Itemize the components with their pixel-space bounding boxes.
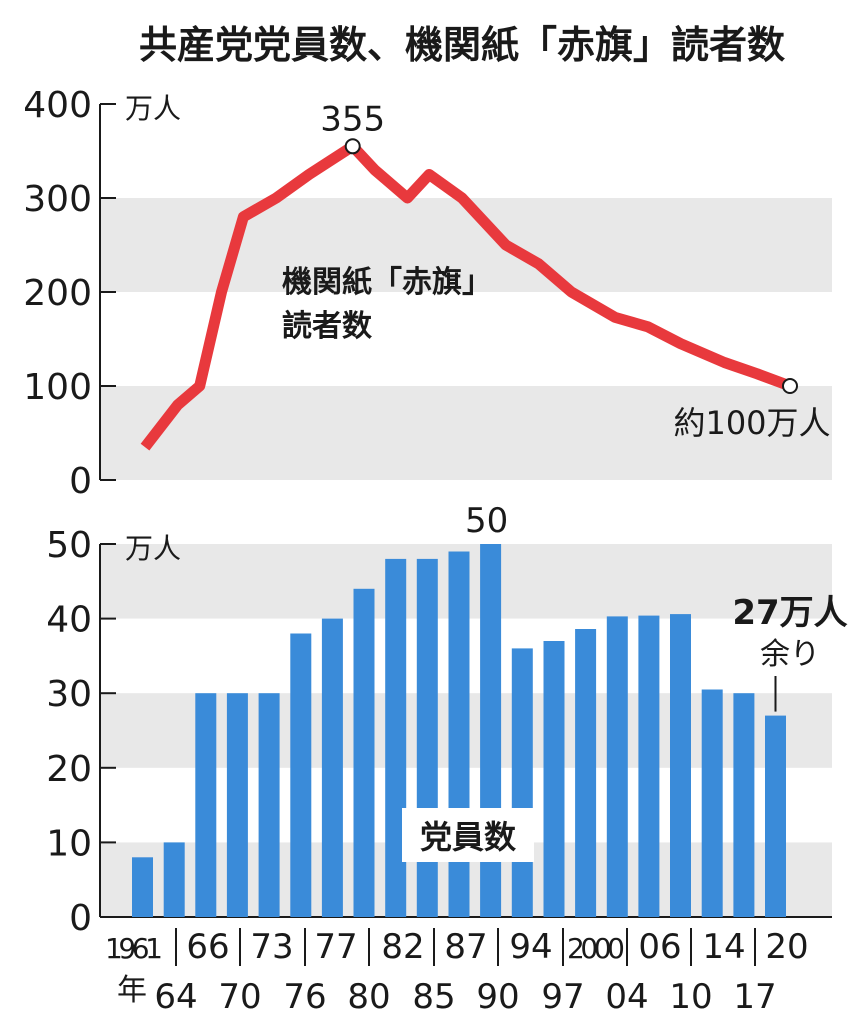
bottom-y-tick-label: 40 bbox=[46, 600, 92, 641]
top-unit-label: 万人 bbox=[125, 92, 181, 125]
bottom-y-tick-label: 0 bbox=[69, 898, 92, 939]
bar bbox=[416, 558, 438, 917]
bar-end-label-line2: 余り bbox=[760, 637, 820, 672]
bar bbox=[733, 693, 755, 917]
bar bbox=[290, 633, 312, 917]
x-tick-label-upper: 06 bbox=[638, 927, 681, 967]
subscriber-line-chart: 0 100 200 300 400 万人 355 約100万人 機関紙「赤旗」 読者数 bbox=[23, 85, 832, 502]
x-tick-label-upper: 73 bbox=[250, 927, 293, 967]
bar-peak-data-label: 50 bbox=[465, 501, 508, 541]
x-tick-label-lower: 04 bbox=[605, 977, 648, 1017]
bar bbox=[226, 693, 248, 917]
x-tick-label-upper: 94 bbox=[509, 927, 552, 967]
series-line-subscribers bbox=[140, 140, 792, 451]
x-year-suffix: 年 bbox=[117, 973, 147, 1008]
x-tick-label-upper: 20 bbox=[765, 927, 808, 967]
bar bbox=[132, 857, 153, 917]
x-tick-label-lower: 70 bbox=[218, 977, 261, 1017]
x-tick-label-lower: 17 bbox=[733, 977, 776, 1017]
x-tick-label-upper: 14 bbox=[702, 927, 745, 967]
bottom-y-tick-label: 10 bbox=[46, 823, 92, 864]
top-y-tick-label: 200 bbox=[23, 273, 92, 314]
end-marker bbox=[782, 378, 798, 394]
x-tick-label-lower: 10 bbox=[669, 977, 712, 1017]
top-y-tick-label: 400 bbox=[23, 85, 92, 126]
x-tick-label-lower: 64 bbox=[154, 977, 197, 1017]
x-tick-label-upper: 77 bbox=[314, 927, 357, 967]
x-tick-label-lower: 90 bbox=[476, 977, 519, 1017]
series-label-line2: 読者数 bbox=[282, 309, 373, 344]
top-grid-band bbox=[100, 386, 832, 480]
x-tick-label-lower: 76 bbox=[283, 977, 326, 1017]
x-tick-label-lower: 97 bbox=[541, 977, 584, 1017]
chart-title: 共産党党員数、機関紙「赤旗」読者数 bbox=[139, 23, 785, 67]
bar bbox=[163, 842, 185, 917]
bar bbox=[701, 689, 723, 917]
top-y-tick-label: 300 bbox=[23, 179, 92, 220]
bar bbox=[385, 558, 407, 917]
bar bbox=[575, 629, 597, 917]
series-label-line1: 機関紙「赤旗」 bbox=[282, 265, 492, 300]
bar bbox=[258, 693, 280, 917]
top-y-tick-label: 100 bbox=[23, 367, 92, 408]
bar bbox=[606, 616, 628, 917]
x-tick-label-upper: 1961 bbox=[105, 932, 163, 965]
bottom-y-tick-label: 50 bbox=[46, 525, 92, 566]
x-tick-label-upper: 2000 bbox=[567, 932, 625, 965]
bottom-y-tick-label: 20 bbox=[46, 749, 92, 790]
x-tick-label-upper: 87 bbox=[444, 927, 487, 967]
bar-series-label: 党員数 bbox=[420, 818, 517, 856]
bar bbox=[670, 614, 691, 917]
bar bbox=[543, 641, 565, 917]
x-tick-label-upper: 66 bbox=[186, 927, 229, 967]
peak-data-label: 355 bbox=[320, 99, 385, 139]
bar bbox=[448, 551, 470, 917]
bar bbox=[321, 618, 343, 917]
x-tick-label-lower: 85 bbox=[412, 977, 455, 1017]
bar bbox=[638, 615, 660, 917]
bottom-unit-label: 万人 bbox=[125, 532, 181, 565]
top-y-tick-label: 0 bbox=[69, 461, 92, 502]
bar bbox=[765, 715, 786, 917]
bar bbox=[511, 648, 533, 917]
x-tick-label-lower: 80 bbox=[347, 977, 390, 1017]
end-data-label: 約100万人 bbox=[673, 404, 830, 442]
bar-series-label-box bbox=[402, 808, 534, 862]
members-bar-chart: 0 10 20 30 40 50 万人 50 27万人 余り 党員数 1961 66 73 77… bbox=[46, 501, 847, 1017]
bar bbox=[353, 588, 375, 917]
bar-end-label-line1: 27万人 bbox=[732, 593, 847, 633]
bottom-y-tick-label: 30 bbox=[46, 674, 92, 715]
bar bbox=[195, 693, 217, 917]
peak-marker bbox=[344, 138, 361, 155]
x-tick-label-upper: 82 bbox=[381, 927, 424, 967]
